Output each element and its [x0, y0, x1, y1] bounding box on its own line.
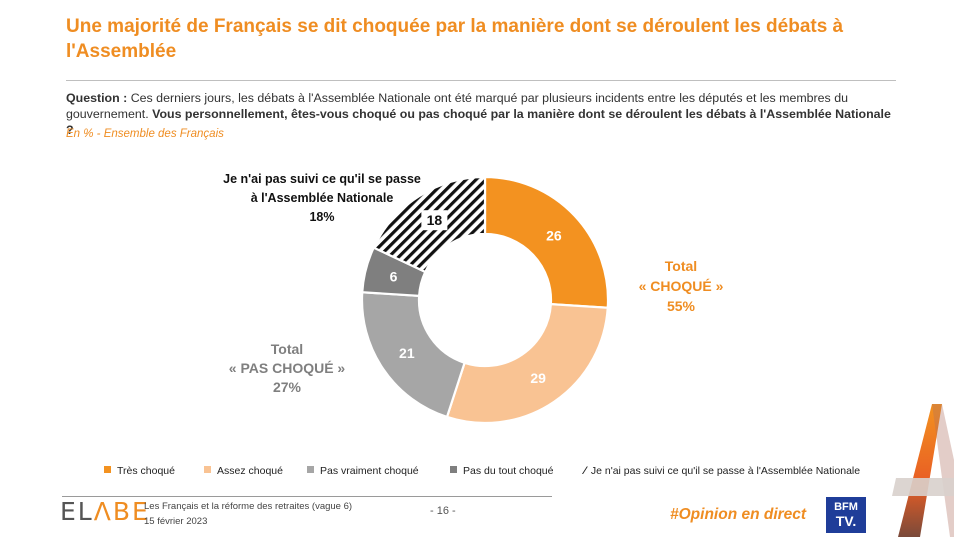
- question-text: Question : Ces derniers jours, les débat…: [66, 90, 896, 138]
- not-followed-value: 18%: [309, 210, 335, 224]
- legend-item-pas-suivi: ⁄ Je n'ai pas suivi ce qu'il se passe à l…: [584, 465, 860, 477]
- not-followed-annotation: Je n'ai pas suivi ce qu'il se passe à l'…: [200, 170, 444, 227]
- slice-value-label-4: 18: [427, 212, 443, 228]
- legend-hatch-icon: ⁄: [584, 465, 586, 477]
- question-context: Ces derniers jours, les débats à l'Assem…: [66, 91, 848, 121]
- logo-part-1: EL: [60, 497, 94, 526]
- total-not-shocked-value: 27%: [272, 379, 302, 395]
- total-shocked-line1: Total: [664, 258, 698, 274]
- question-prefix: Question :: [66, 91, 128, 105]
- slice-value-label-1: 29: [530, 370, 546, 386]
- bfmtv-logo: BFM TV.: [826, 497, 866, 533]
- legend-swatch: [104, 466, 111, 473]
- logo-part-2: ΛBE: [93, 497, 150, 526]
- legend-label: Assez choqué: [217, 465, 283, 477]
- legend-swatch: [204, 466, 211, 473]
- slice-value-label-3: 6: [390, 268, 398, 284]
- study-name: Les Français et la réforme des retraites…: [144, 501, 353, 512]
- total-shocked-line2: « CHOQUÉ »: [638, 278, 724, 294]
- legend-item-tres-choque: Très choqué: [104, 465, 175, 477]
- footer-study-info: Les Français et la réforme des retraites…: [144, 499, 352, 529]
- total-not-shocked-annotation: Total « PAS CHOQUÉ » 27%: [212, 340, 362, 397]
- tv-text: TV.: [835, 513, 857, 529]
- page-number: - 16 -: [430, 505, 456, 517]
- legend-label: Très choqué: [117, 465, 175, 477]
- slice-value-label-2: 21: [399, 345, 415, 361]
- legend-swatch: [307, 466, 314, 473]
- total-shocked-value: 55%: [666, 298, 696, 314]
- slice-value-label-0: 26: [546, 227, 562, 243]
- donut-slice-0: [483, 175, 610, 309]
- base-note: En % - Ensemble des Français: [66, 128, 224, 140]
- chart-legend: Très choqué Assez choqué Pas vraiment ch…: [0, 465, 954, 479]
- title-divider: [66, 80, 896, 81]
- legend-item-assez-choque: Assez choqué: [204, 465, 283, 477]
- page-title: Une majorité de Français se dit choquée …: [66, 16, 844, 62]
- study-date: 15 février 2023: [144, 516, 208, 527]
- not-followed-line2: à l'Assemblée Nationale: [250, 191, 394, 205]
- slice-label-bg-4: [421, 210, 448, 231]
- legend-swatch: [450, 466, 457, 473]
- elabe-logo: ELΛBE: [60, 497, 150, 526]
- not-followed-line1: Je n'ai pas suivi ce qu'il se passe: [223, 172, 421, 186]
- legend-item-pas-du-tout-choque: Pas du tout choqué: [450, 465, 554, 477]
- legend-label: Je n'ai pas suivi ce qu'il se passe à l'…: [590, 465, 861, 477]
- total-not-shocked-line2: « PAS CHOQUÉ »: [228, 360, 346, 376]
- legend-label: Pas vraiment choqué: [320, 465, 419, 477]
- decorative-a-icon: [892, 404, 954, 537]
- donut-slice-1: [445, 302, 609, 425]
- total-shocked-annotation: Total « CHOQUÉ » 55%: [608, 256, 754, 316]
- hashtag: #Opinion en direct: [670, 506, 807, 523]
- legend-item-pas-vraiment-choque: Pas vraiment choqué: [307, 465, 419, 477]
- donut-slice-2: [360, 291, 466, 419]
- question-main: Vous personnellement, êtes-vous choqué o…: [66, 107, 891, 137]
- bfm-text: BFM: [834, 501, 858, 513]
- legend-label: Pas du tout choqué: [463, 465, 554, 477]
- total-not-shocked-line1: Total: [270, 341, 304, 357]
- footer-divider: [62, 496, 552, 497]
